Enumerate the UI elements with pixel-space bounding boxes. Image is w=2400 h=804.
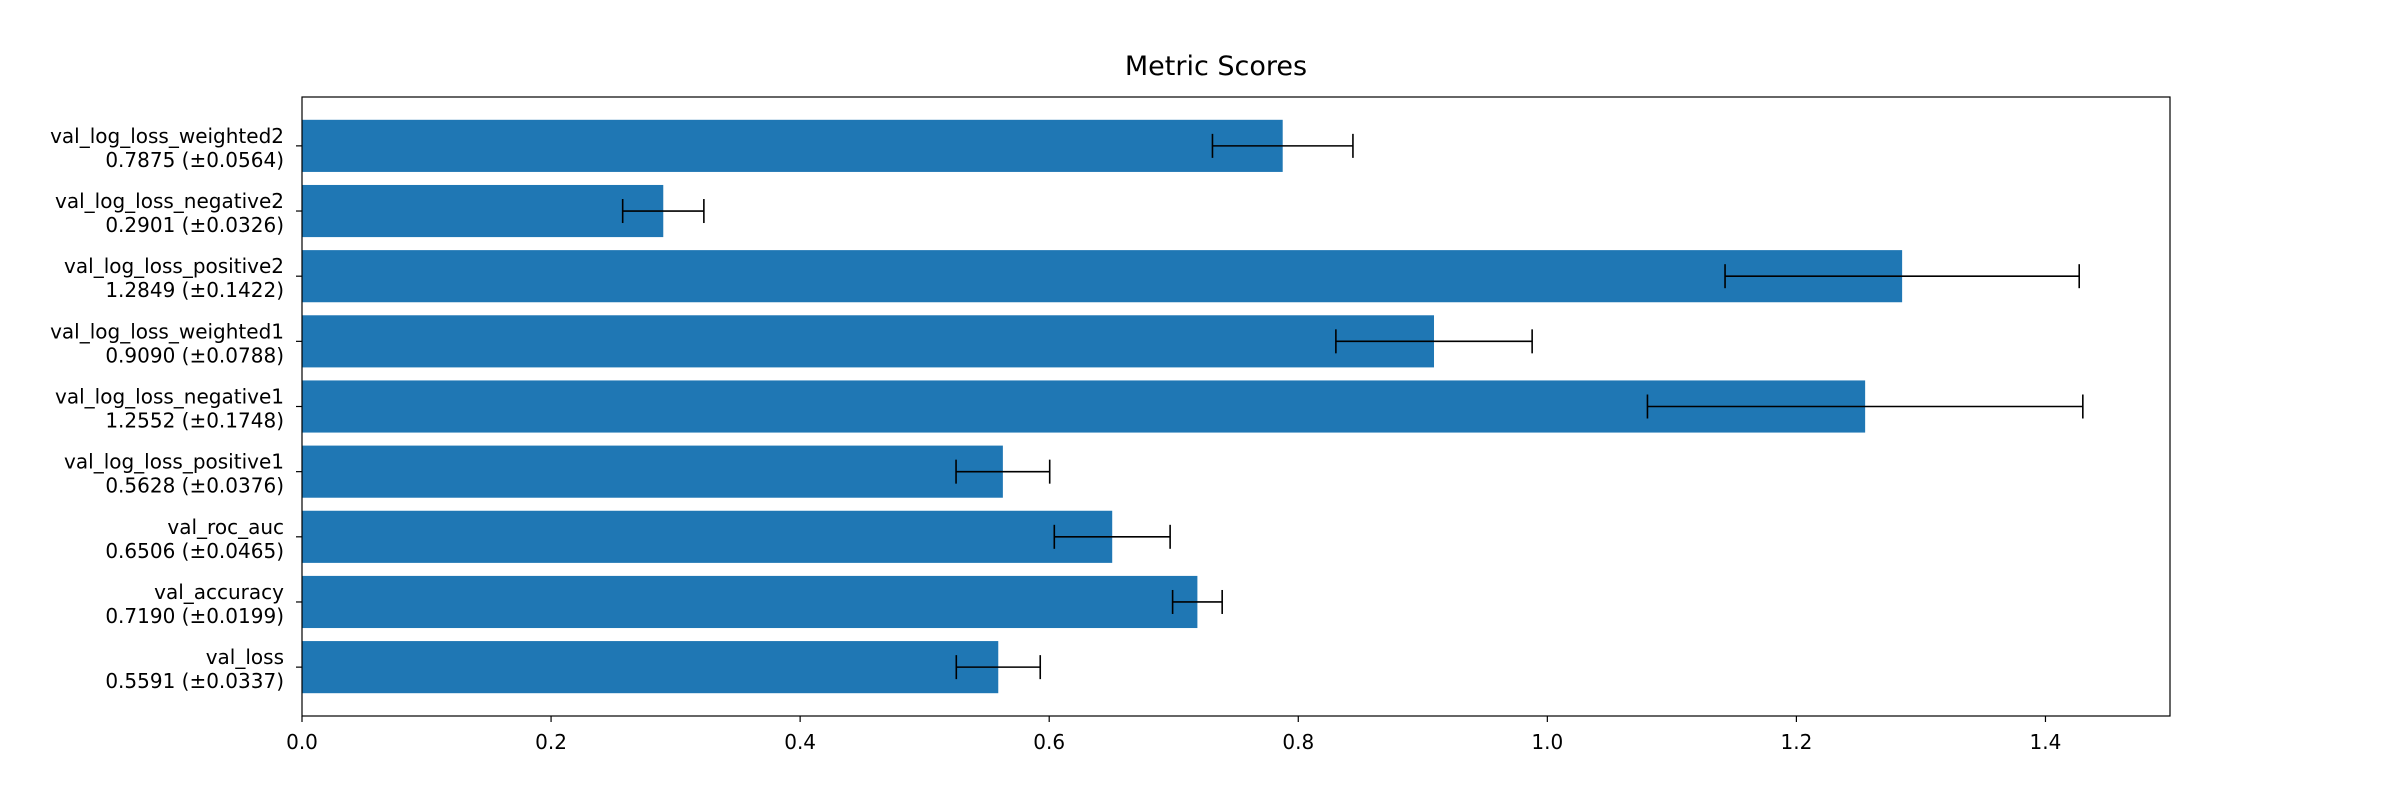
y-tick-label: val_loss 0.5591 (±0.0337) bbox=[105, 645, 284, 693]
bar bbox=[302, 641, 999, 694]
y-tick-label: val_log_loss_positive2 1.2849 (±0.1422) bbox=[64, 254, 284, 302]
y-tick-label-name: val_roc_auc bbox=[167, 515, 284, 539]
y-tick-label: val_accuracy 0.7190 (±0.0199) bbox=[105, 580, 284, 628]
bar bbox=[302, 250, 1903, 303]
x-tick-label: 1.0 bbox=[1531, 730, 1563, 754]
error-bar bbox=[955, 459, 1051, 484]
y-tick-label: val_log_loss_positive1 0.5628 (±0.0376) bbox=[64, 450, 284, 498]
bar bbox=[302, 445, 1003, 498]
x-tick-label: 0.4 bbox=[784, 730, 816, 754]
bar bbox=[302, 575, 1198, 629]
bar bbox=[302, 380, 1866, 433]
y-tick-label-name: val_loss bbox=[206, 645, 284, 669]
y-tick-label-score: 0.7190 (±0.0199) bbox=[105, 604, 284, 628]
y-tick-label: val_log_loss_negative1 1.2552 (±0.1748) bbox=[55, 385, 284, 433]
y-tick-label-score: 1.2552 (±0.1748) bbox=[105, 409, 284, 433]
bar bbox=[302, 510, 1113, 563]
y-tick-label: val_log_loss_negative2 0.2901 (±0.0326) bbox=[55, 189, 284, 237]
y-tick-label-name: val_accuracy bbox=[154, 580, 284, 604]
y-tick-label-name: val_log_loss_positive1 bbox=[64, 450, 284, 474]
x-tick-label: 0.0 bbox=[286, 730, 318, 754]
y-tick-label-score: 0.2901 (±0.0326) bbox=[105, 213, 284, 237]
y-tick-label-name: val_log_loss_negative2 bbox=[55, 189, 284, 213]
bar bbox=[302, 119, 1283, 172]
x-axis: 0.0 0.2 0.4 0.6 0.8 1.0 1.2 1.4 bbox=[286, 716, 2061, 754]
bar bbox=[302, 184, 664, 238]
y-tick-label-score: 1.2849 (±0.1422) bbox=[105, 278, 284, 302]
error-bar bbox=[1646, 394, 2084, 419]
error-bar bbox=[621, 199, 705, 224]
bars-layer bbox=[302, 119, 1903, 694]
bar bbox=[302, 315, 1435, 368]
x-tick-label: 0.8 bbox=[1282, 730, 1314, 754]
error-bar bbox=[955, 655, 1042, 680]
error-bar bbox=[1335, 329, 1533, 354]
y-tick-label-name: val_log_loss_weighted1 bbox=[50, 319, 284, 343]
x-tick-label: 0.2 bbox=[535, 730, 567, 754]
y-tick-label-score: 0.5591 (±0.0337) bbox=[105, 669, 284, 693]
y-tick-label-score: 0.7875 (±0.0564) bbox=[105, 148, 284, 172]
error-bar bbox=[1211, 133, 1354, 158]
y-tick-label-score: 0.5628 (±0.0376) bbox=[105, 474, 284, 498]
y-tick-label: val_log_loss_weighted2 0.7875 (±0.0564) bbox=[50, 124, 284, 172]
y-tick-label-name: val_log_loss_weighted2 bbox=[50, 124, 284, 148]
error-bar bbox=[1724, 264, 2081, 289]
y-tick-label-name: val_log_loss_positive2 bbox=[64, 254, 284, 278]
error-bars-layer bbox=[621, 133, 2084, 680]
chart-title: Metric Scores bbox=[1125, 51, 1307, 82]
x-tick-label: 1.4 bbox=[2030, 730, 2062, 754]
error-bar bbox=[1171, 589, 1223, 614]
y-tick-label: val_log_loss_weighted1 0.9090 (±0.0788) bbox=[50, 319, 284, 367]
x-tick-label: 0.6 bbox=[1033, 730, 1065, 754]
x-tick-label: 1.2 bbox=[1780, 730, 1812, 754]
error-bar bbox=[1053, 524, 1171, 549]
y-tick-label-score: 0.9090 (±0.0788) bbox=[105, 343, 284, 367]
y-tick-label-name: val_log_loss_negative1 bbox=[55, 385, 284, 409]
y-tick-label: val_roc_auc 0.6506 (±0.0465) bbox=[105, 515, 284, 563]
y-axis: val_loss 0.5591 (±0.0337) val_accuracy 0.71… bbox=[50, 124, 302, 693]
y-tick-label-score: 0.6506 (±0.0465) bbox=[105, 539, 284, 563]
